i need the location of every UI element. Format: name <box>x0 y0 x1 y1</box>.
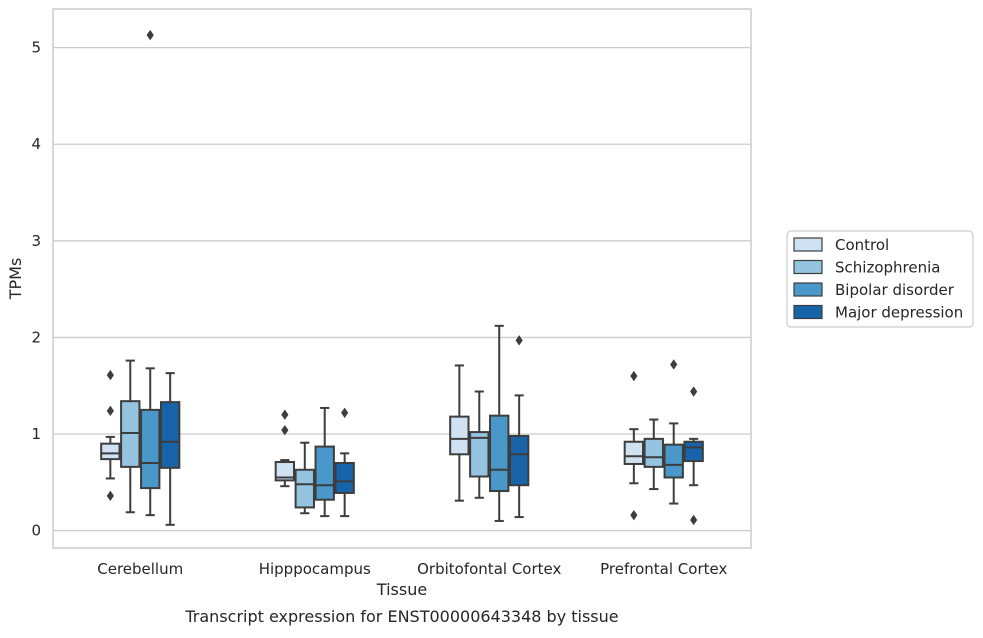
outlier-cerebellum-control-2 <box>106 490 114 502</box>
outlier-prefrontal-cortex-bipolar-disorder-0 <box>670 359 678 370</box>
y-tick-label-4: 4 <box>31 135 41 153</box>
box-cerebellum-control <box>100 442 121 461</box>
y-tick-label-2: 2 <box>31 328 41 346</box>
legend-box <box>786 230 974 328</box>
y-tick-label-1: 1 <box>31 425 41 443</box>
y-axis-title: TPMs <box>6 258 25 301</box>
legend-swatch-major-depression <box>793 304 823 320</box>
outlier-prefrontal-cortex-major-depression-1 <box>690 514 698 526</box>
box-orbitofontal-cortex-major-depression <box>508 434 530 487</box>
box-prefrontal-cortex-bipolar-disorder <box>663 443 684 479</box>
x-tick-label-prefrontal-cortex: Prefrontal Cortex <box>600 560 727 578</box>
outlier-orbitofontal-cortex-major-depression-0 <box>515 335 523 346</box>
box-orbitofontal-cortex-bipolar-disorder <box>489 414 510 493</box>
legend-label-control: Control <box>835 236 889 254</box>
legend-swatch-bipolar-disorder <box>793 282 823 297</box>
legend-swatch-control <box>793 237 823 252</box>
outlier-prefrontal-cortex-control-0 <box>630 370 638 382</box>
outlier-hipppocampus-major-depression-0 <box>341 407 349 418</box>
x-tick-label-hipppocampus: Hipppocampus <box>259 560 371 578</box>
y-tick-label-3: 3 <box>31 232 41 250</box>
box-prefrontal-cortex-major-depression <box>683 440 704 463</box>
outlier-prefrontal-cortex-control-1 <box>630 509 638 521</box>
outlier-hipppocampus-control-1 <box>281 424 289 436</box>
outlier-hipppocampus-control-0 <box>281 409 289 420</box>
box-cerebellum-major-depression <box>159 401 181 469</box>
y-tick-label-5: 5 <box>31 39 41 57</box>
box-prefrontal-cortex-control <box>623 440 645 465</box>
legend-swatch-schizophrenia <box>793 259 823 275</box>
x-axis-title: Tissue <box>376 580 427 599</box>
outlier-cerebellum-control-1 <box>106 405 114 417</box>
chart-caption: Transcript expression for ENST0000064334… <box>184 607 618 626</box>
x-tick-label-orbitofontal-cortex: Orbitofontal Cortex <box>417 560 561 578</box>
legend-label-schizophrenia: Schizophrenia <box>835 259 940 277</box>
box-hipppocampus-major-depression <box>334 461 355 494</box>
legend-label-major-depression: Major depression <box>835 304 963 322</box>
outlier-cerebellum-bipolar-disorder-0 <box>146 29 154 41</box>
x-tick-label-cerebellum: Cerebellum <box>97 560 183 578</box>
box-prefrontal-cortex-schizophrenia <box>643 437 664 468</box>
box-hipppocampus-bipolar-disorder <box>314 445 335 501</box>
box-hipppocampus-control <box>274 461 296 482</box>
plot-frame <box>52 8 752 549</box>
y-tick-label-0: 0 <box>31 522 41 540</box>
outlier-cerebellum-control-0 <box>106 369 114 381</box>
box-cerebellum-bipolar-disorder <box>140 408 161 490</box>
box-hipppocampus-schizophrenia <box>294 468 315 509</box>
box-orbitofontal-cortex-control <box>449 415 470 456</box>
outlier-prefrontal-cortex-major-depression-0 <box>690 386 698 397</box>
legend-label-bipolar-disorder: Bipolar disorder <box>835 281 955 299</box>
box-orbitofontal-cortex-schizophrenia <box>469 431 490 478</box>
